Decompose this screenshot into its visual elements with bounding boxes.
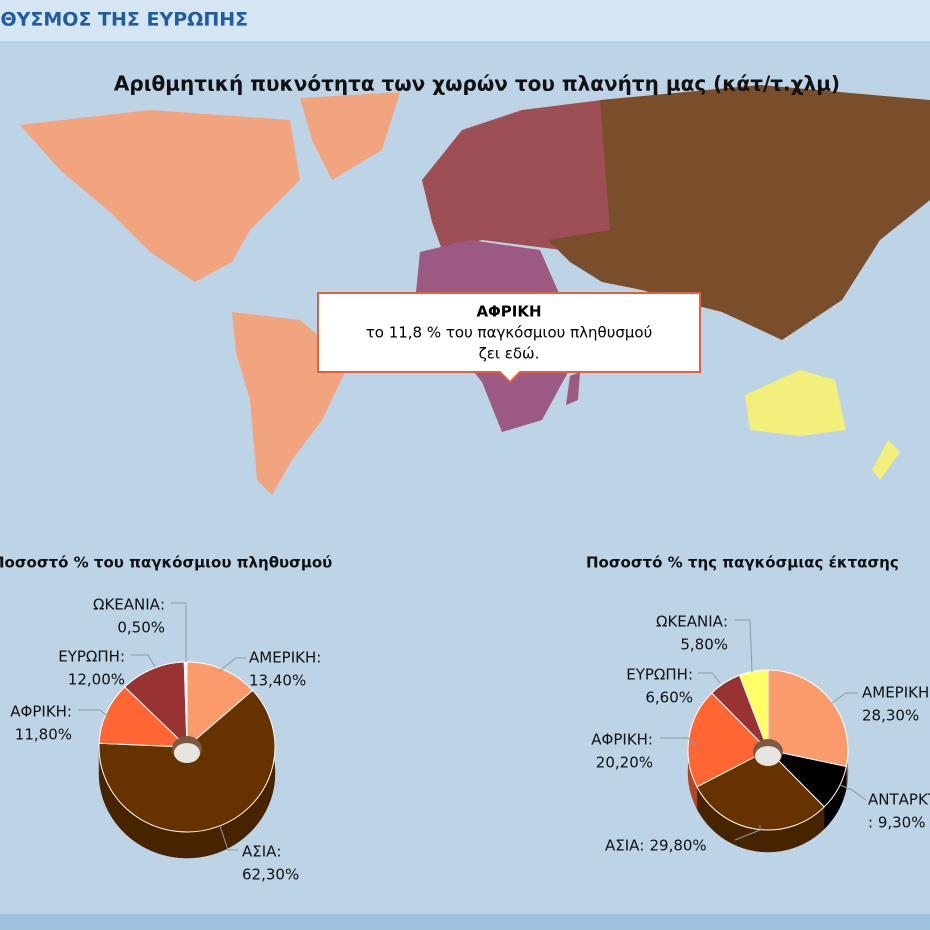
chart-title: Ποσοστό % της παγκόσμιας έκτασης — [586, 554, 899, 572]
category-label: ΑΣΙΑ: — [242, 843, 281, 861]
category-label: ΕΥΡΩΠΗ: — [58, 648, 125, 666]
leader-line — [217, 657, 246, 673]
tooltip-title: ΑΦΡΙΚΗ — [476, 303, 541, 321]
value-label: 20,20% — [596, 754, 653, 772]
madagascar — [566, 372, 580, 405]
greenland — [300, 92, 400, 180]
pie-slice — [738, 669, 769, 751]
category-label: ΑΝΤΑΡΚΤΙΚΗ — [868, 791, 930, 809]
value-label: 6,60% — [645, 689, 693, 707]
footer-bar — [0, 914, 930, 930]
value-label: 5,80% — [680, 636, 728, 654]
world-map — [20, 85, 930, 495]
value-label: 62,30% — [242, 866, 299, 884]
tooltip: ΑΦΡΙΚΗ το 11,8 % του παγκόσμιου πληθυσμο… — [317, 292, 701, 384]
tooltip-line: ζει εδώ. — [479, 345, 540, 363]
tooltip-box — [317, 292, 701, 384]
value-label: : 9,30% — [868, 814, 925, 832]
europe — [422, 100, 612, 250]
leader-line — [131, 654, 156, 668]
pie-slice — [124, 661, 188, 749]
pie-slice — [696, 749, 825, 831]
value-label: 12,00% — [68, 671, 125, 689]
value-label: 28,30% — [862, 707, 919, 725]
value-label: 11,80% — [15, 726, 72, 744]
leader-line — [698, 672, 721, 684]
category-label: ΑΦΡΙΚΗ: — [10, 703, 72, 721]
leader-line — [734, 825, 761, 841]
pie-slice — [183, 661, 188, 748]
leader-line — [660, 737, 696, 746]
category-label: ΩΚΕΑΝΙΑ: — [656, 613, 728, 631]
new-zealand — [872, 440, 900, 480]
north-america — [20, 110, 300, 282]
category-label: ΑΦΡΙΚΗ: — [591, 731, 653, 749]
category-label: ΑΣΙΑ: — [605, 837, 644, 855]
value-label: 0,50% — [117, 619, 165, 637]
map-title: Αριθμητική πυκνότητα των χωρών του πλανή… — [114, 72, 840, 96]
pie-slice — [687, 692, 769, 788]
leader-line — [78, 709, 111, 719]
value-label: 13,40% — [249, 672, 306, 690]
leader-line — [734, 619, 753, 673]
leader-line — [839, 784, 867, 801]
pie-slice — [767, 669, 849, 768]
header-bar — [0, 0, 930, 42]
value-label: 29,80% — [649, 837, 706, 855]
leader-line — [219, 825, 238, 851]
pie-hole — [755, 746, 781, 766]
category-label: ΩΚΕΑΝΙΑ: — [93, 596, 165, 614]
header-title: ΠΛΗΘΥΣΜΟΣ ΤΗΣ ΕΥΡΩΠΗΣ — [0, 9, 248, 31]
pie-hole — [174, 743, 200, 763]
pie-slice — [186, 661, 254, 749]
pie-slice — [98, 686, 189, 748]
category-label: ΕΥΡΩΠΗ: — [626, 666, 693, 684]
australia — [745, 370, 846, 436]
asia — [548, 85, 930, 340]
leader-line — [171, 602, 187, 662]
chart-title: Ποσοστό % του παγκόσμιου πληθυσμού — [0, 554, 332, 572]
category-label: ΑΜΕΡΙΚΗ: — [862, 684, 930, 702]
category-label: ΑΜΕΡΙΚΗ: — [249, 649, 321, 667]
leader-line — [831, 692, 858, 704]
tooltip-line: το 11,8 % του παγκόσμιου πληθυσμού — [366, 324, 653, 342]
